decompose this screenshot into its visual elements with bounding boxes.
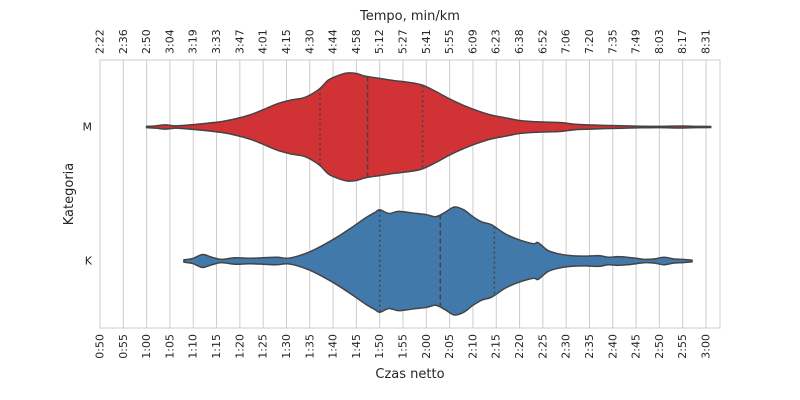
top-tick-label: 7:49: [630, 29, 643, 54]
top-tick-label: 2:50: [140, 29, 153, 54]
bottom-tick-label: 0:50: [94, 334, 107, 359]
bottom-tick-label: 1:30: [280, 334, 293, 359]
category-label: M: [83, 121, 93, 134]
top-tick-label: 4:15: [280, 29, 293, 54]
bottom-tick-label: 2:00: [420, 334, 433, 359]
bottom-tick-label: 2:50: [653, 334, 666, 359]
top-tick-label: 3:19: [187, 29, 200, 54]
violin-M: [145, 72, 712, 182]
bottom-tick-label: 2:40: [606, 334, 619, 359]
bottom-tick-label: 1:40: [327, 334, 340, 359]
top-tick-label: 8:17: [676, 29, 689, 54]
top-tick-label: 8:03: [653, 29, 666, 54]
top-tick-label: 7:06: [560, 29, 573, 54]
top-tick-label: 7:35: [606, 29, 619, 54]
bottom-tick-label: 2:05: [443, 334, 456, 359]
x-axis-label: Czas netto: [375, 367, 444, 382]
category-label: K: [85, 255, 93, 268]
bottom-tick-label: 1:50: [373, 334, 386, 359]
bottom-tick-label: 1:10: [187, 334, 200, 359]
top-tick-labels: 2:22 2:36 2:50 3:04 3:19 3:33 3:47 4:01 4:15 4:30…: [94, 29, 713, 54]
bottom-tick-label: 2:35: [583, 334, 596, 359]
bottom-tick-label: 2:25: [536, 334, 549, 359]
bottom-tick-label: 3:00: [700, 334, 713, 359]
top-tick-label: 3:33: [210, 29, 223, 54]
top-tick-label: 2:36: [117, 29, 130, 54]
bottom-tick-label: 1:45: [350, 334, 363, 359]
bottom-tick-label: 1:35: [303, 334, 316, 359]
top-tick-label: 2:22: [94, 29, 107, 54]
bottom-tick-label: 1:15: [210, 334, 223, 359]
bottom-tick-label: 1:20: [233, 334, 246, 359]
bottom-tick-labels: 0:50 0:55 1:00 1:05 1:10 1:15 1:20 1:25 1:30 1:35…: [94, 334, 713, 359]
bottom-tick-label: 1:05: [163, 334, 176, 359]
top-tick-label: 8:31: [700, 29, 713, 54]
bottom-tick-label: 2:55: [676, 334, 689, 359]
y-axis-label: Kategoria: [62, 163, 77, 226]
top-tick-label: 5:12: [373, 29, 386, 54]
top-tick-label: 5:55: [443, 29, 456, 54]
violins: [145, 72, 712, 316]
bottom-tick-label: 0:55: [117, 334, 130, 359]
top-tick-label: 7:20: [583, 29, 596, 54]
bottom-tick-label: 1:55: [397, 334, 410, 359]
top-axis-label: Tempo, min/km: [359, 9, 460, 24]
top-tick-label: 4:01: [257, 29, 270, 54]
bottom-tick-label: 2:30: [560, 334, 573, 359]
top-tick-label: 5:41: [420, 29, 433, 54]
bottom-tick-label: 1:25: [257, 334, 270, 359]
top-tick-label: 5:27: [397, 29, 410, 54]
top-tick-label: 6:38: [513, 29, 526, 54]
top-tick-label: 6:09: [466, 29, 479, 54]
top-tick-label: 6:23: [490, 29, 503, 54]
bottom-tick-label: 2:15: [490, 334, 503, 359]
top-tick-label: 6:52: [536, 29, 549, 54]
top-tick-label: 3:47: [233, 29, 246, 54]
bottom-tick-label: 2:20: [513, 334, 526, 359]
bottom-tick-label: 2:10: [466, 334, 479, 359]
bottom-tick-label: 2:45: [630, 334, 643, 359]
violin-K: [183, 206, 693, 316]
bottom-tick-label: 1:00: [140, 334, 153, 359]
top-tick-label: 4:30: [303, 29, 316, 54]
top-tick-label: 4:58: [350, 29, 363, 54]
top-tick-label: 4:44: [327, 29, 340, 54]
category-labels: MK: [83, 121, 93, 268]
top-tick-label: 3:04: [163, 29, 176, 54]
